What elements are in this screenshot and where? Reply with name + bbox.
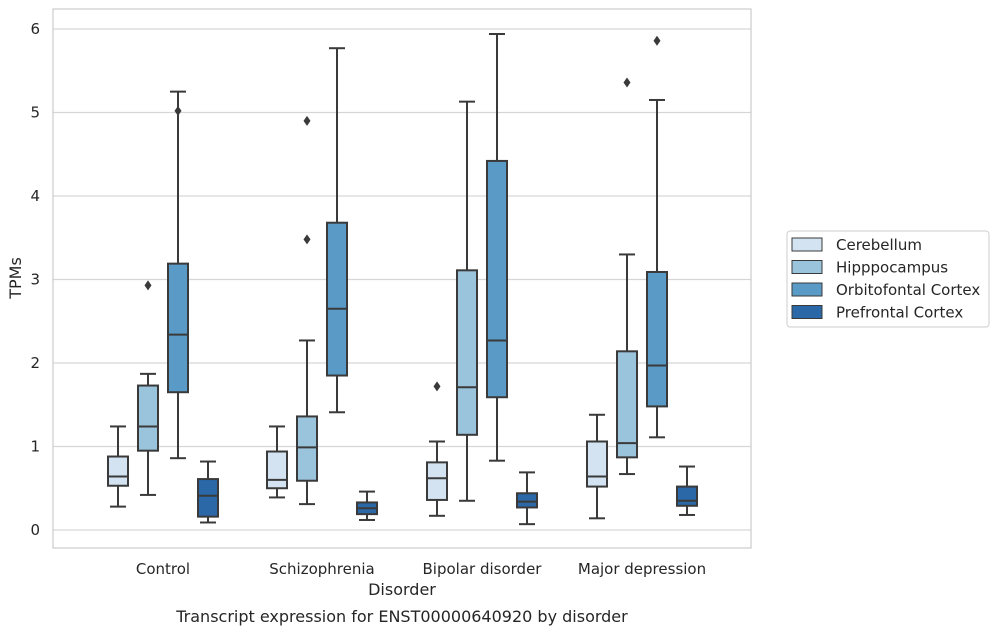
x-tick-label: Control xyxy=(136,560,190,578)
box-orbitofontal-cortex xyxy=(326,47,348,414)
y-tick-label: 4 xyxy=(30,187,40,205)
box-prefrontal-cortex xyxy=(356,490,378,521)
outlier-point xyxy=(433,381,441,392)
box-cerebellum xyxy=(586,413,608,520)
box-iqr xyxy=(197,478,219,518)
box-iqr xyxy=(137,384,159,452)
box-prefrontal-cortex xyxy=(516,471,538,526)
box-iqr xyxy=(486,159,508,399)
box-iqr xyxy=(167,262,189,394)
box-cerebellum xyxy=(426,381,448,517)
legend-label: Hipppocampus xyxy=(836,259,948,277)
boxes xyxy=(107,33,698,526)
box-iqr xyxy=(266,450,288,490)
outlier-point xyxy=(623,77,631,88)
outlier-point xyxy=(303,234,311,245)
y-tick-label: 1 xyxy=(30,438,40,456)
box-iqr xyxy=(516,492,538,509)
y-tick-label: 0 xyxy=(30,521,40,539)
box-cerebellum xyxy=(107,425,129,508)
x-tick-labels: Control Schizophrenia Bipolar disorder Majo… xyxy=(136,560,706,578)
box-hipppocampus xyxy=(137,280,159,496)
box-orbitofontal-cortex xyxy=(486,33,508,462)
legend: Cerebellum Hipppocampus Orbitofontal Corte… xyxy=(786,230,990,328)
y-tick-label: 5 xyxy=(30,104,40,122)
box-iqr xyxy=(296,415,318,482)
y-tick-label: 6 xyxy=(30,20,40,38)
legend-swatch xyxy=(791,305,823,319)
box-iqr xyxy=(586,440,608,488)
box-iqr xyxy=(426,461,448,501)
legend-label: Prefrontal Cortex xyxy=(836,304,963,322)
box-iqr xyxy=(326,221,348,377)
box-prefrontal-cortex xyxy=(197,460,219,524)
box-iqr xyxy=(456,269,478,436)
legend-label: Orbitofontal Cortex xyxy=(836,281,980,299)
box-iqr xyxy=(646,270,668,408)
box-orbitofontal-cortex xyxy=(646,35,668,439)
outlier-point xyxy=(653,35,661,46)
outlier-point xyxy=(144,280,152,291)
legend-frame xyxy=(786,230,990,328)
y-tick-label: 3 xyxy=(30,271,40,289)
x-axis-label: Disorder xyxy=(368,580,436,599)
y-axis-label: TPMs xyxy=(6,257,25,300)
box-orbitofontal-cortex xyxy=(167,90,189,460)
legend-label: Cerebellum xyxy=(836,236,922,254)
legend-swatch xyxy=(791,237,823,252)
legend-swatch xyxy=(791,260,823,274)
y-tick-label: 2 xyxy=(30,354,40,372)
box-iqr xyxy=(676,485,698,507)
box-iqr xyxy=(616,350,638,459)
plot-frame xyxy=(52,8,752,549)
box-hipppocampus xyxy=(456,100,478,502)
x-tick-label: Major depression xyxy=(578,560,706,578)
box-hipppocampus xyxy=(616,77,638,476)
x-tick-label: Bipolar disorder xyxy=(423,560,543,578)
legend-swatch xyxy=(791,282,823,297)
x-tick-label: Schizophrenia xyxy=(269,560,374,578)
y-tick-labels: 0 1 2 3 4 5 6 xyxy=(30,20,40,539)
figure-caption: Transcript expression for ENST0000064092… xyxy=(175,607,628,626)
outlier-point xyxy=(303,115,311,126)
outlier-point xyxy=(174,105,182,116)
box-cerebellum xyxy=(266,425,288,499)
box-hipppocampus xyxy=(296,115,318,506)
box-iqr xyxy=(107,455,129,487)
box-prefrontal-cortex xyxy=(676,465,698,516)
